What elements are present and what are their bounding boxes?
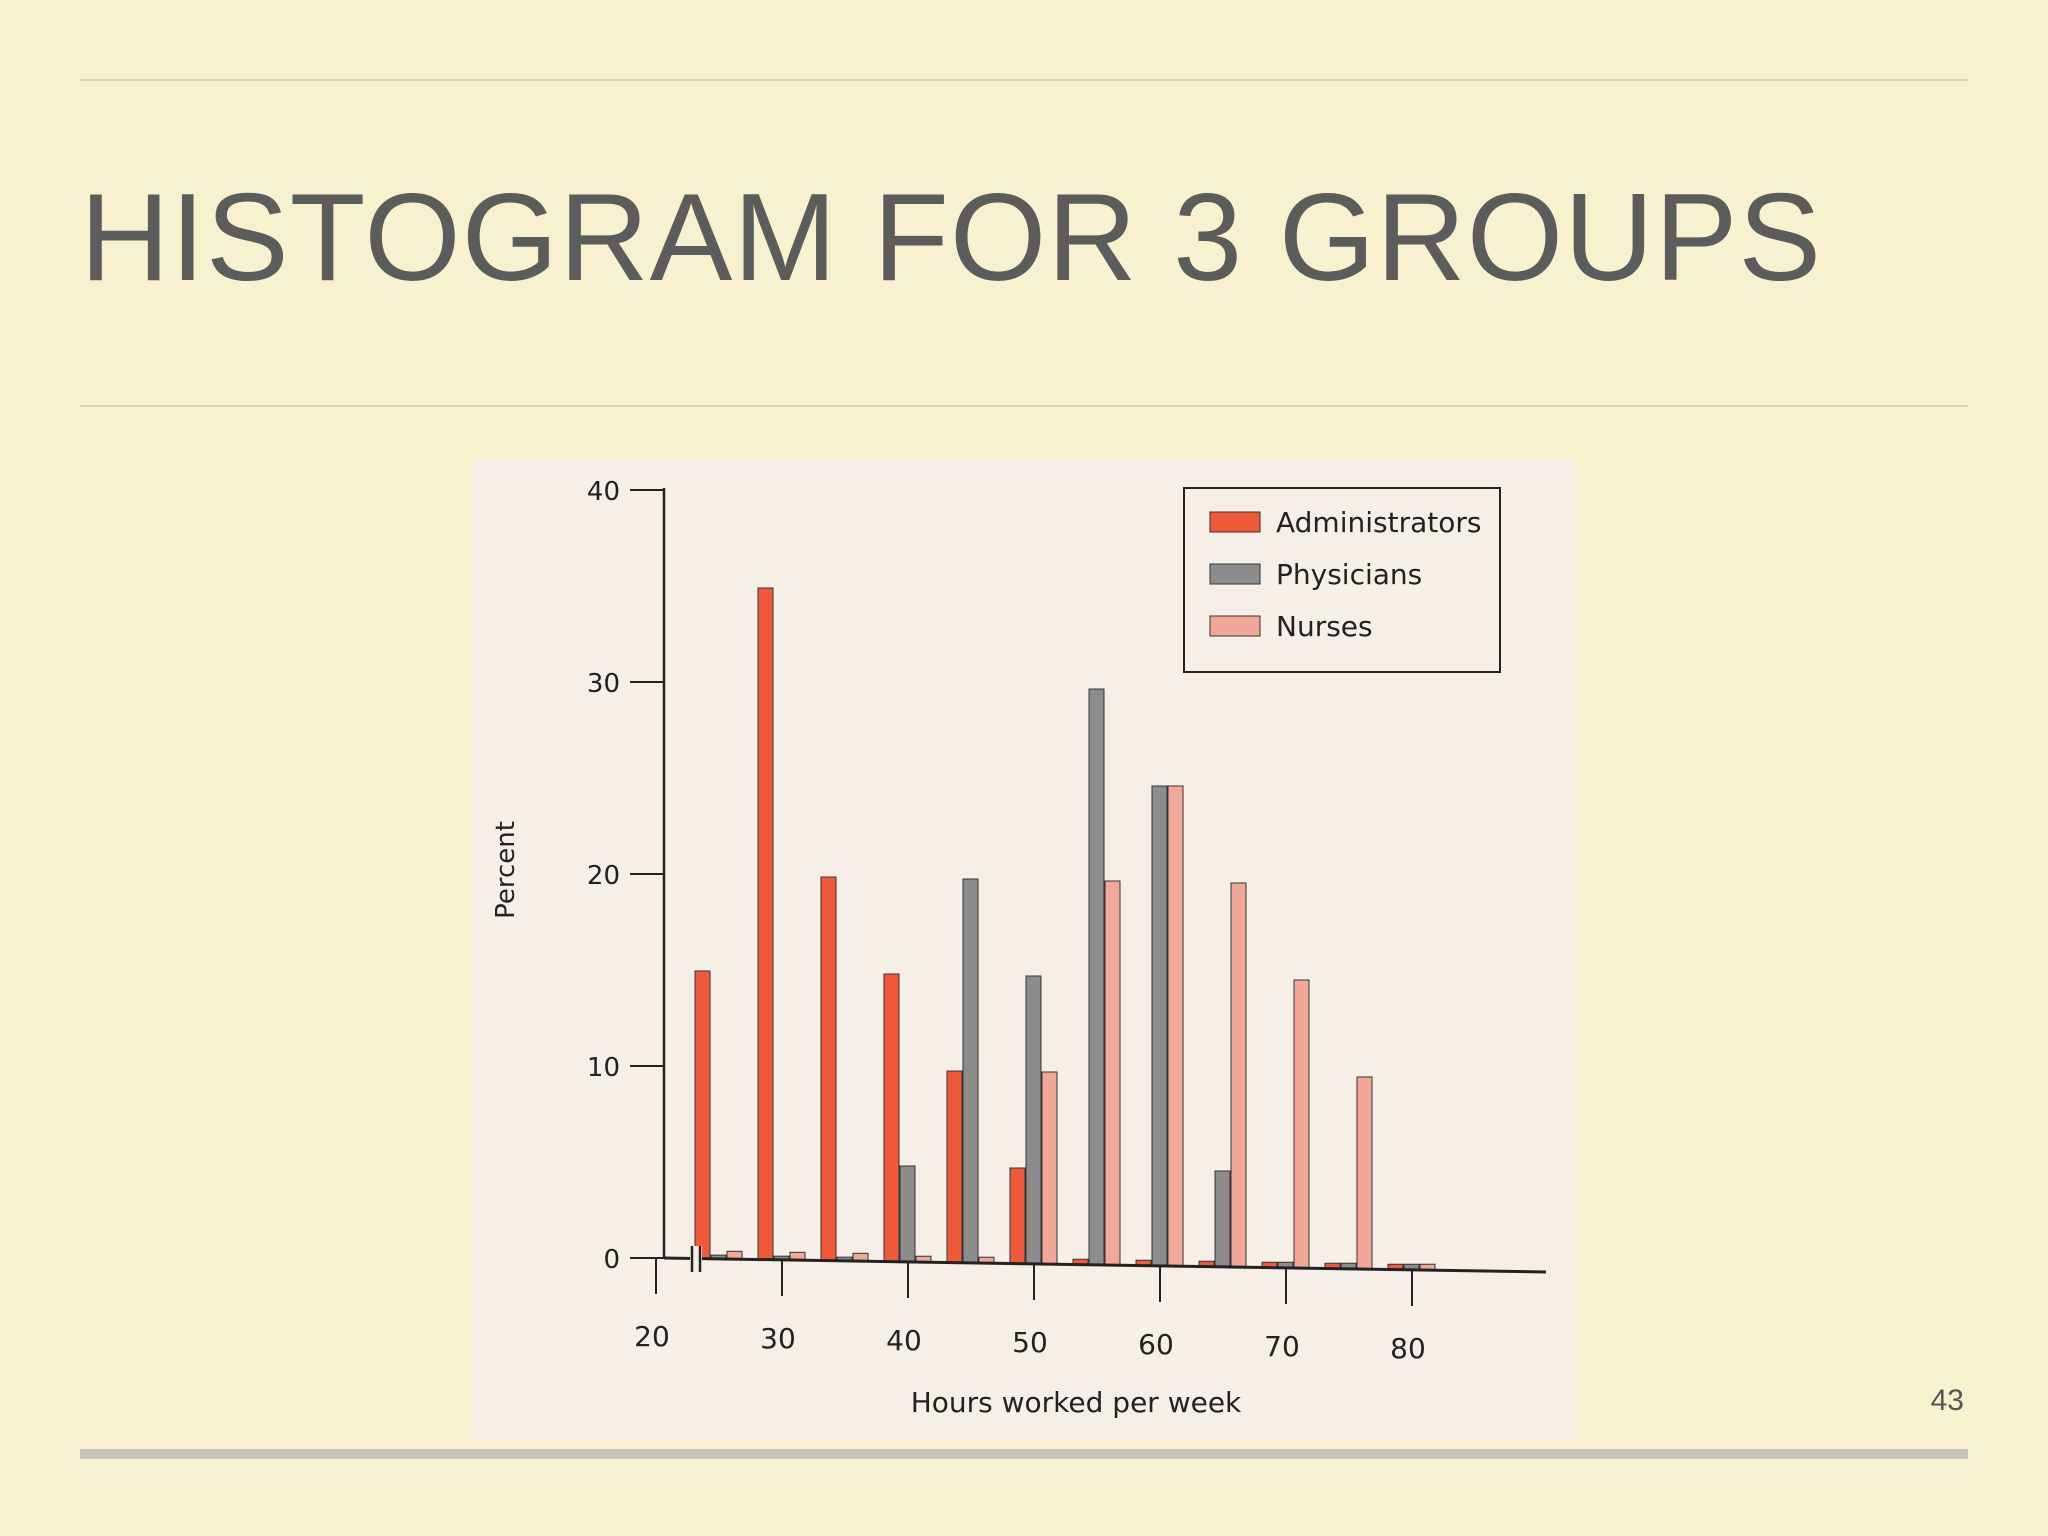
- legend-swatch-administrators: [1209, 511, 1261, 533]
- bar-physicians-40: [899, 1165, 916, 1263]
- x-tick-label: 80: [1390, 1332, 1426, 1365]
- x-tick-label: 40: [886, 1324, 922, 1357]
- y-tick-label: 0: [603, 1245, 620, 1275]
- bar-nurses-70: [1293, 979, 1310, 1269]
- y-tick-label: 10: [587, 1053, 620, 1083]
- bars-layer: [694, 587, 1436, 1271]
- y-tick-label: 40: [587, 477, 620, 507]
- bar-physicians-65: [1214, 1170, 1231, 1268]
- bar-nurses-75: [1356, 1076, 1373, 1270]
- legend-box: [1183, 487, 1501, 673]
- histogram-chart: 0 10 20 30 40 20 30 40 50 60 70 80 Percent Hours w…: [491, 477, 1547, 1419]
- slide-title: HISTOGRAM FOR 3 GROUPS: [80, 169, 1823, 307]
- x-tick-label: 50: [1012, 1326, 1048, 1359]
- legend-label-nurses: Nurses: [1276, 610, 1373, 643]
- x-tick-label: 60: [1138, 1328, 1174, 1361]
- bar-nurses-55: [1104, 880, 1121, 1266]
- x-tick-label: 70: [1264, 1330, 1300, 1363]
- bar-administrators-30: [757, 587, 774, 1261]
- bar-administrators-50: [1009, 1167, 1026, 1265]
- bar-physicians-50: [1025, 975, 1042, 1265]
- y-tick-label: 30: [587, 669, 620, 699]
- legend-label-administrators: Administrators: [1276, 506, 1481, 539]
- legend-label-physicians: Physicians: [1276, 558, 1422, 591]
- x-axis-line: [663, 1256, 1547, 1274]
- y-axis-label: Percent: [491, 821, 521, 919]
- bar-administrators-25: [694, 970, 711, 1260]
- x-tick-label: 20: [634, 1320, 670, 1353]
- footer-bar: [80, 1449, 1968, 1459]
- legend-items: Administrators Physicians Nurses: [1209, 506, 1481, 643]
- top-divider: [80, 79, 1968, 81]
- legend-swatch-physicians: [1209, 563, 1261, 585]
- title-divider: [80, 405, 1968, 407]
- axis-break-marker: [690, 1246, 702, 1272]
- histogram-figure: 0 10 20 30 40 20 30 40 50 60 70 80 Percent Hours w…: [472, 460, 1576, 1440]
- bar-nurses-65: [1230, 882, 1247, 1268]
- x-axis-ticks: 20 30 40 50 60 70 80: [634, 1258, 1426, 1365]
- bar-administrators-45: [946, 1070, 963, 1264]
- bar-administrators-40: [883, 973, 900, 1263]
- bar-physicians-45: [962, 878, 979, 1264]
- x-tick-label: 30: [760, 1322, 796, 1355]
- bar-administrators-35: [820, 876, 837, 1262]
- bar-physicians-55: [1088, 688, 1105, 1266]
- bar-nurses-50: [1041, 1071, 1058, 1265]
- page-number: 43: [1930, 1384, 1964, 1417]
- y-tick-label: 20: [587, 861, 620, 891]
- bar-physicians-60: [1151, 785, 1168, 1267]
- legend-swatch-nurses: [1209, 615, 1261, 637]
- bar-nurses-60: [1167, 785, 1184, 1267]
- x-axis-label: Hours worked per week: [911, 1386, 1242, 1419]
- y-axis-ticks: 0 10 20 30 40: [587, 477, 664, 1275]
- legend: Administrators Physicians Nurses: [1183, 487, 1501, 673]
